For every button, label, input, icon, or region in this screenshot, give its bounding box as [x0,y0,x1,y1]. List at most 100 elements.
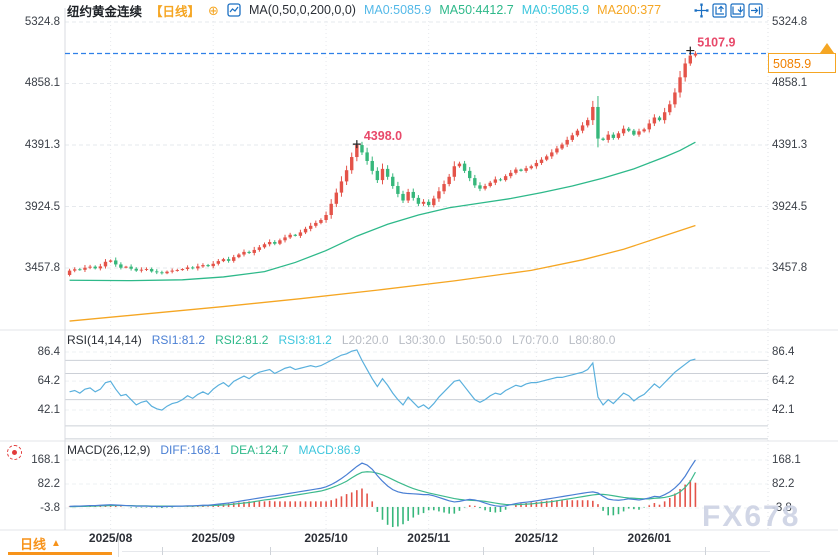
candle [72,269,77,271]
ma50-value: MA50:4412.7 [439,3,514,17]
rsi-l70-label: L70:70.0 [512,333,559,347]
scrollbar-tick [705,547,707,555]
main-axis-tick: 3457.8 [772,262,808,274]
candle [283,237,287,241]
candle [642,129,646,132]
candle [570,135,575,140]
candle [211,263,215,267]
bottom-separator [118,532,119,557]
tab-period-daily[interactable]: 日线 ▲ [20,534,61,553]
candle [452,166,457,177]
scrollbar-tick [161,547,163,555]
axis-zoom-right-icon[interactable] [730,3,745,18]
candle [488,182,492,187]
time-scrollbar-track[interactable] [122,551,770,552]
price-up-arrow-icon [820,43,834,53]
candle [324,215,328,221]
chart-type-icon[interactable] [227,3,241,17]
macd-axis-tick: 82.2 [37,477,60,490]
rsi1-value: RSI1:81.2 [151,333,206,347]
rsi-axis-tick: 86.4 [37,346,60,358]
candle [288,234,292,238]
candle [647,123,651,130]
candle [226,259,231,261]
annotation-label: 5107.9 [697,36,735,50]
candle [457,163,462,167]
tab-label: 日线 [20,537,47,552]
diff-line [69,459,696,508]
scrollbar-tick [269,547,271,555]
candle [252,249,256,253]
candle [565,139,569,145]
ma-settings[interactable]: MA(0,50,0,200,0,0) [248,3,356,17]
candle [385,168,390,177]
candle [139,269,144,271]
ma50-line [69,141,696,282]
candle [406,191,410,201]
indicator-target-icon[interactable] [7,445,22,460]
candle [273,242,277,244]
axis-zoom-left-icon[interactable] [712,3,727,18]
add-indicator-icon[interactable]: ⊕ [208,2,219,18]
candle [196,266,200,269]
candle [426,201,431,206]
macd-axis-tick: 168.1 [31,454,60,466]
dea-line [69,471,696,508]
candle [483,186,487,189]
period-tag[interactable]: 【日线】 [150,4,201,19]
candle [668,104,672,113]
ma0b-value: MA0:5085.9 [521,3,590,17]
current-price-tag: 5085.9 [768,53,836,73]
rsi-axis-tick: 64.2 [772,375,795,388]
tab-arrow-icon: ▲ [51,538,61,549]
candle [175,270,179,271]
candle [144,269,149,270]
candle [98,266,103,269]
x-axis-month-label: 2025/12 [514,531,559,545]
candle [380,168,385,181]
rsi3-value: RSI3:81.2 [278,333,332,347]
x-axis-month-label: 2025/08 [88,531,133,545]
candle [185,267,190,270]
rsi-title[interactable]: RSI(14,14,14) [67,333,142,347]
macd-axis-tick: -3.8 [40,502,60,514]
move-crosshair-icon[interactable] [694,3,709,18]
candle [190,267,195,269]
main-axis-tick: 3457.8 [24,262,60,274]
candle [662,112,667,121]
candle [160,272,164,274]
candle [267,242,272,245]
candle [308,225,313,229]
candle [149,269,154,272]
candle [591,106,595,121]
candle [468,170,472,179]
go-to-latest-icon[interactable] [748,3,763,18]
candle [170,270,174,272]
candle [606,134,610,140]
candle [580,125,585,131]
candle [67,270,72,275]
candle [124,266,128,268]
candle [514,169,518,173]
candle [257,247,262,250]
candle [339,181,344,193]
macd-axis-tick: 168.1 [772,454,801,466]
candle [503,176,508,181]
macd-title[interactable]: MACD(26,12,9) [67,443,151,457]
candle [396,186,400,194]
candle [375,170,380,181]
rsi-axis-tick: 86.4 [772,346,795,358]
candle [473,178,477,186]
candle [550,152,554,157]
candle [155,271,159,273]
ma0-value: MA0:5085.9 [363,3,432,17]
candle [78,269,82,271]
candle [678,77,682,93]
candle [432,198,436,206]
candle [201,265,205,267]
candle [344,170,349,182]
candle [621,128,626,134]
candle [350,157,354,171]
main-axis-tick: 4391.3 [24,139,60,151]
